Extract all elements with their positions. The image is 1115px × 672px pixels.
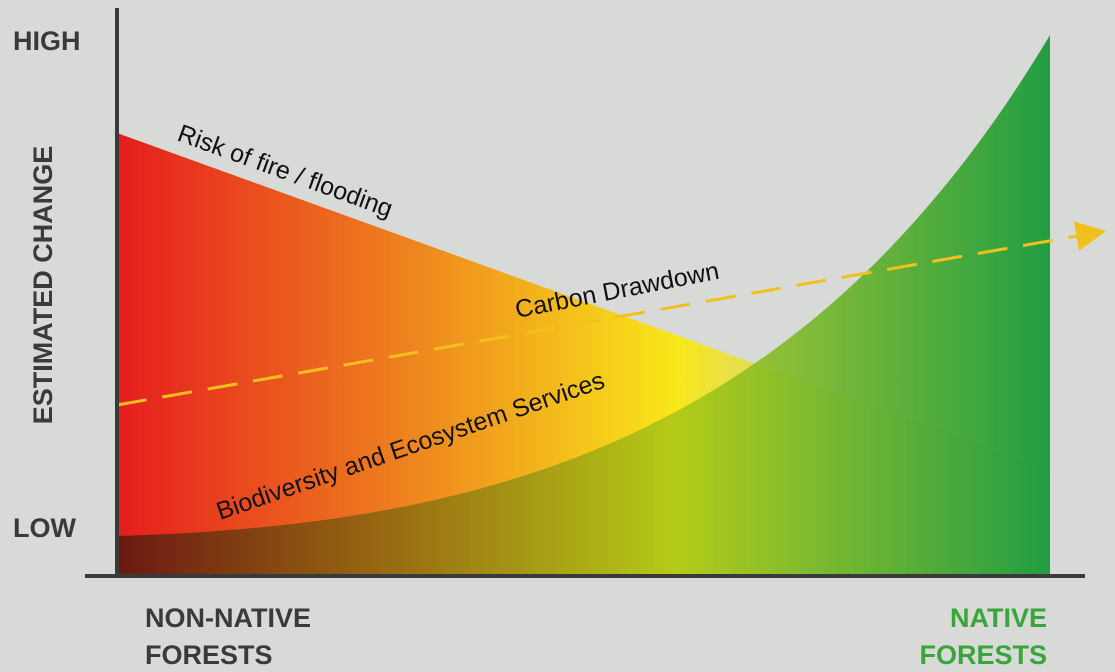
y-label: ESTIMATED CHANGE	[28, 146, 58, 425]
carbon-line	[116, 221, 1106, 407]
biodiversity-area	[117, 35, 1050, 576]
x-right-1: NATIVE	[950, 603, 1047, 633]
x-right-2: FORESTS	[919, 640, 1047, 670]
x-left-2: FORESTS	[145, 640, 273, 670]
y-low: LOW	[13, 513, 76, 543]
y-high: HIGH	[13, 26, 81, 56]
x-left-1: NON-NATIVE	[145, 603, 311, 633]
